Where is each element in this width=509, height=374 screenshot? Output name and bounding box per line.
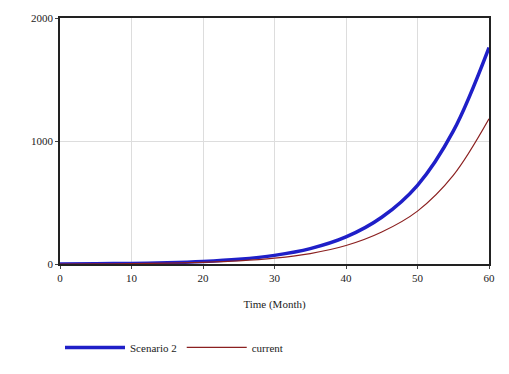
svg-text:Scenario 2: Scenario 2 — [130, 342, 177, 354]
svg-text:50: 50 — [412, 272, 424, 284]
svg-text:10: 10 — [126, 272, 138, 284]
svg-text:1000: 1000 — [31, 135, 54, 147]
svg-text:30: 30 — [269, 272, 281, 284]
svg-text:60: 60 — [484, 272, 496, 284]
svg-text:40: 40 — [341, 272, 353, 284]
svg-text:2000: 2000 — [31, 12, 54, 24]
svg-text:0: 0 — [48, 258, 54, 270]
svg-text:Time (Month): Time (Month) — [243, 298, 306, 311]
svg-text:current: current — [252, 342, 283, 354]
svg-text:0: 0 — [57, 272, 63, 284]
svg-text:20: 20 — [198, 272, 210, 284]
